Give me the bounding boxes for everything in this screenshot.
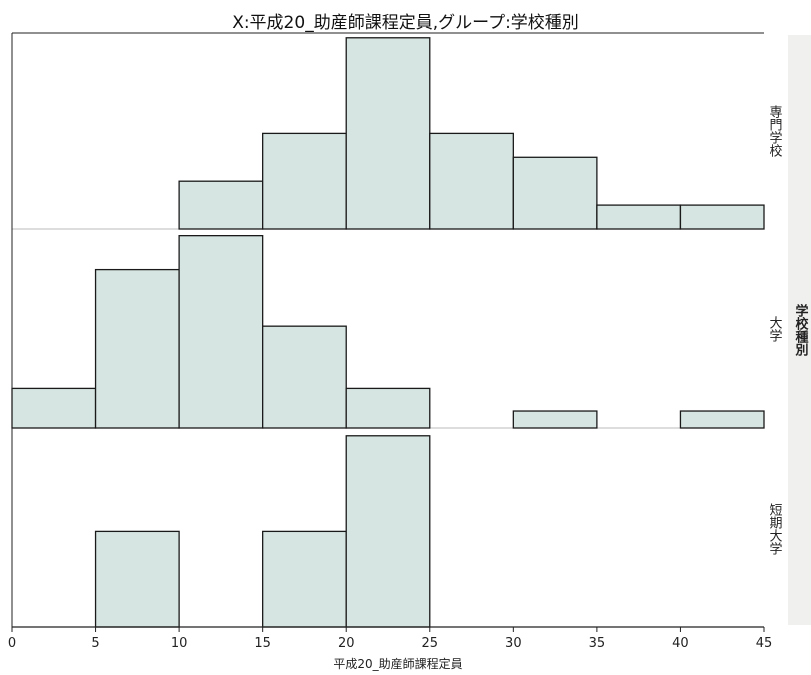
histogram-bar	[178, 235, 264, 429]
chart-title: X:平成20_助産師課程定員,グループ:学校種別	[232, 13, 579, 33]
histogram-bar	[679, 410, 765, 429]
histogram-bar	[178, 180, 264, 230]
histogram-bar	[345, 435, 431, 628]
x-tick-label: 30	[505, 636, 522, 651]
histogram-bar	[345, 37, 431, 230]
panel-label: 専門学校	[767, 105, 783, 157]
histogram-bar	[262, 132, 347, 230]
facet-group-label: 学校種別	[793, 303, 810, 357]
histogram-bar	[512, 410, 598, 429]
x-tick-label: 40	[672, 636, 689, 651]
x-tick-label: 20	[338, 636, 355, 651]
histogram-bar	[94, 268, 180, 429]
x-tick-label: 10	[171, 636, 188, 651]
facet-strip-background	[788, 35, 811, 625]
histogram-bar	[11, 387, 97, 429]
x-axis-title: 平成20_助産師課程定員	[333, 656, 462, 671]
panel-label: 大学	[767, 316, 783, 342]
x-tick-label: 0	[8, 636, 16, 651]
x-tick-label: 15	[254, 636, 271, 651]
histogram-bar	[679, 204, 765, 230]
histogram-bar	[262, 325, 347, 429]
histogram-bar	[429, 132, 514, 230]
x-tick-label: 5	[91, 636, 99, 651]
histogram-bar	[512, 156, 598, 230]
histogram-bar	[94, 530, 180, 628]
histogram-bar	[345, 387, 431, 429]
x-tick-label: 25	[422, 636, 439, 651]
histogram-bar	[262, 530, 347, 628]
panel-label: 短期大学	[767, 503, 783, 555]
x-tick-label: 45	[756, 636, 773, 651]
x-tick-label: 35	[589, 636, 606, 651]
histogram-bar	[596, 204, 682, 230]
